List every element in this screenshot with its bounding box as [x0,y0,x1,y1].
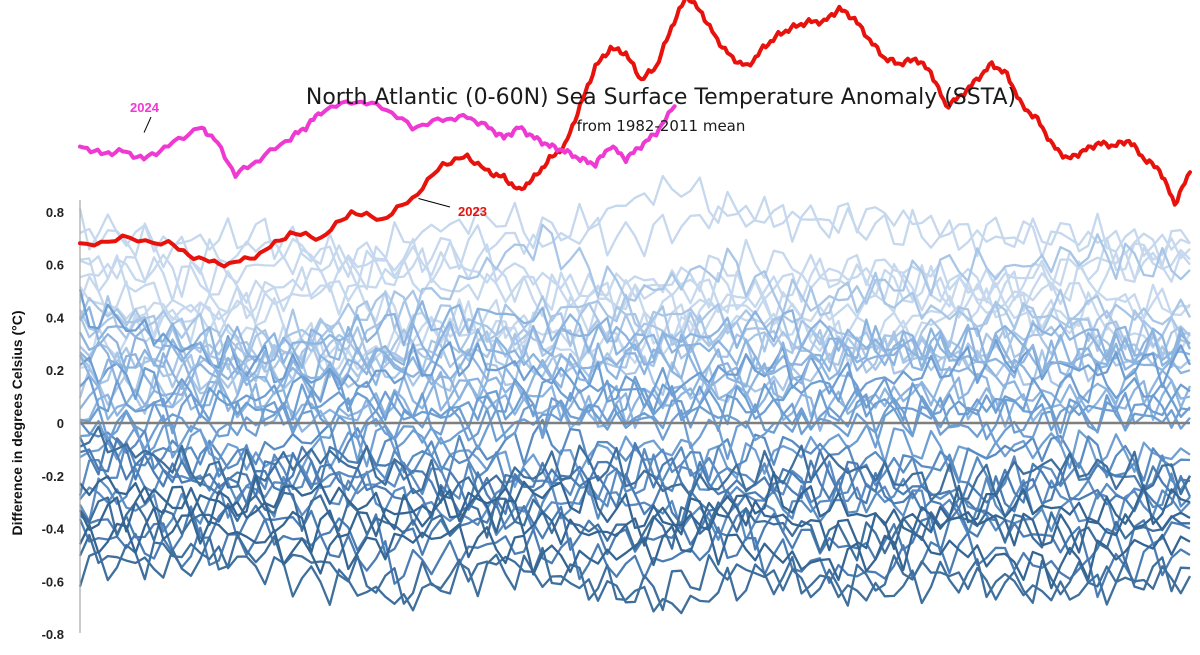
historical-series-line [79,425,1192,502]
series-line-2024 [78,99,677,179]
historical-series-line [78,436,1192,526]
historical-series-line [78,324,1191,411]
label-leader-2024 [143,116,152,133]
historical-series-line [78,202,1191,274]
label-leader-2023 [418,198,451,208]
y-tick-label: 0.2 [46,363,64,378]
y-tick-label: 0.4 [46,310,65,325]
historical-series-line [78,289,1191,366]
historical-series-line [79,300,1191,370]
y-tick-label: -0.6 [42,574,64,589]
historical-series-line [79,174,1191,279]
historical-series-line [79,491,1190,562]
historical-series-line [78,434,1191,504]
series-line-2023 [78,0,1192,269]
historical-series-group [78,174,1192,615]
historical-series-line [78,541,1192,612]
chart-title: North Atlantic (0-60N) Sea Surface Tempe… [306,85,1016,110]
chart-subtitle: from 1982-2011 mean [577,117,746,135]
historical-series-line [78,506,1191,590]
series-label-2023: 2023 [458,204,487,219]
historical-series-line [78,223,1191,371]
historical-series-line [78,320,1192,389]
historical-series-line [79,375,1191,443]
y-tick-label: 0.6 [46,258,64,273]
y-tick-label: 0.8 [46,205,64,220]
historical-series-line [79,418,1191,489]
historical-series-line [79,287,1192,376]
historical-series-line [78,289,1192,409]
y-tick-label: -0.4 [42,522,65,537]
highlight-series-group: 2023 2024 [78,0,1192,269]
historical-series-line [78,271,1192,362]
historical-series-line [79,390,1191,461]
historical-series-line [79,437,1191,515]
y-axis-label: Difference in degrees Celsius (°C) [9,311,25,536]
series-label-2024: 2024 [130,100,160,115]
historical-series-line [79,271,1191,351]
y-tick-label: -0.8 [42,627,64,642]
historical-series-line [79,236,1191,318]
historical-series-line [78,517,1191,599]
historical-series-line [78,533,1191,615]
y-tick-label: -0.2 [42,469,64,484]
historical-series-line [79,471,1191,534]
historical-series-line [79,370,1191,433]
historical-series-line [79,423,1191,490]
y-axis-ticks: 0.8 0.6 0.4 0.2 0 -0.2 -0.4 -0.6 -0.8 [42,205,65,642]
historical-series-line [78,330,1191,415]
y-tick-label: 0 [57,416,64,431]
